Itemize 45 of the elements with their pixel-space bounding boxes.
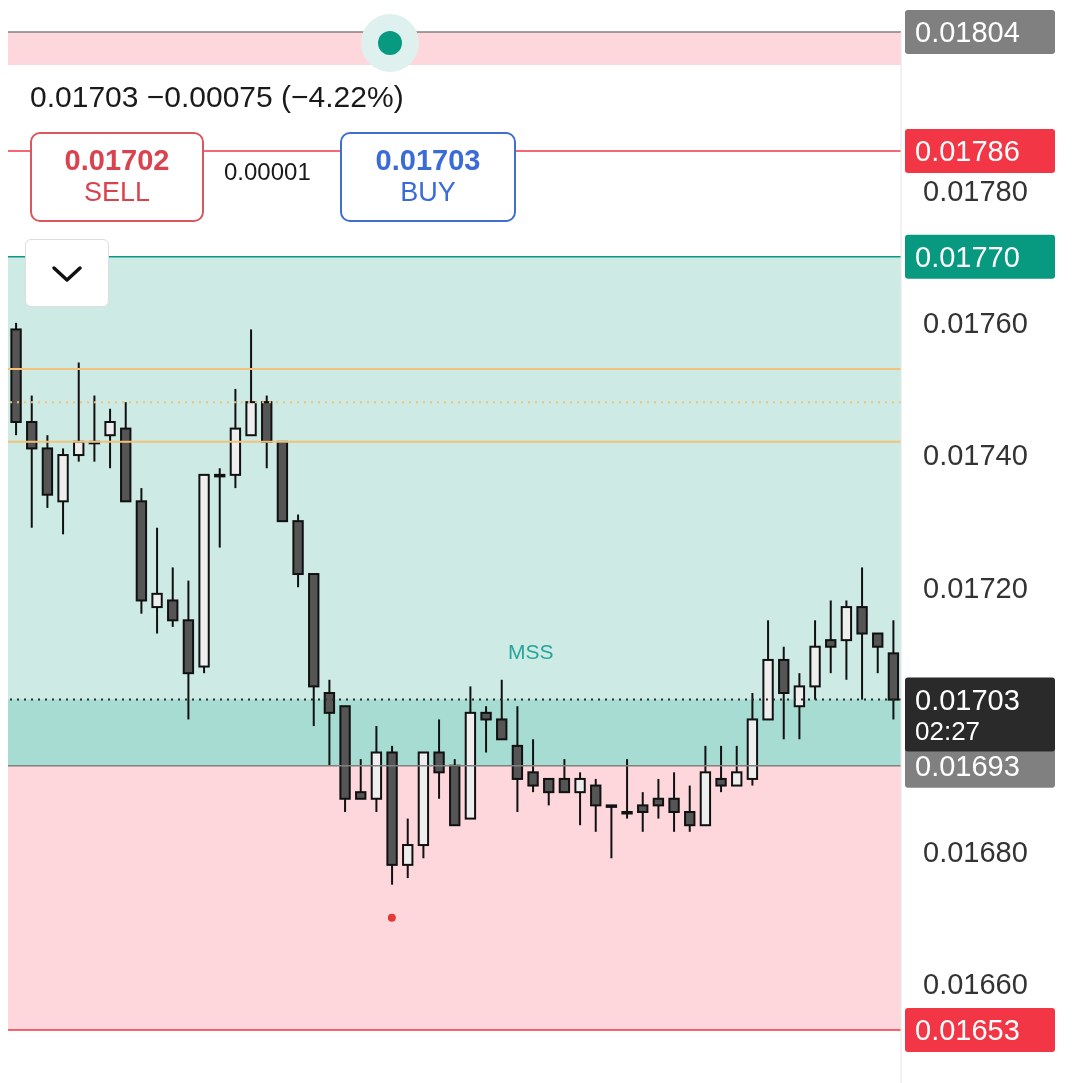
candlestick	[527, 738, 539, 794]
candlestick	[167, 566, 179, 628]
candlestick	[637, 791, 649, 833]
annotation: BUY	[399, 177, 457, 208]
candlestick	[433, 718, 445, 800]
candlestick	[731, 744, 743, 787]
candlestick	[605, 804, 618, 860]
y-tick-label: 0.01720	[923, 571, 1028, 604]
annotation: MSS	[508, 640, 554, 664]
y-tick-label: 0.01780	[923, 174, 1028, 207]
candlestick	[652, 777, 665, 820]
ref-line-label: 0.01693	[915, 749, 1020, 782]
candlestick	[872, 632, 884, 675]
candlestick	[402, 817, 414, 880]
candlestick	[793, 672, 806, 741]
candlestick	[480, 705, 492, 754]
annotation: 0.01703	[374, 144, 482, 177]
candlestick	[825, 599, 837, 675]
y-tick-label: 0.01760	[923, 307, 1028, 340]
ref-line-label: 0.01786	[915, 134, 1020, 167]
y-tick-label: 0.01680	[923, 835, 1028, 868]
annotation: SELL	[82, 177, 152, 208]
candlestick	[323, 678, 336, 767]
y-tick-label: 0.01660	[923, 968, 1028, 1001]
candlestick	[543, 777, 555, 807]
candlestick	[558, 758, 571, 794]
candlestick	[496, 678, 508, 741]
ref-line-label: 0.01703 02:27	[915, 683, 1020, 746]
candlestick	[715, 744, 727, 794]
candlestick	[590, 777, 602, 833]
candlestick	[574, 771, 586, 827]
annotation: 0.01702	[63, 144, 171, 177]
candlestick	[104, 407, 116, 470]
candlestick	[151, 526, 163, 635]
annotation: 0.01703 −0.00075 (−4.22%)	[30, 80, 404, 114]
candlestick	[214, 467, 226, 549]
ref-line-label: 0.01653	[915, 1014, 1020, 1047]
annotation: 0.00001	[224, 158, 311, 186]
y-tick-label: 0.01740	[923, 439, 1028, 472]
candlestick	[621, 758, 633, 820]
candlestick	[355, 758, 367, 800]
ref-line-label: 0.01804	[915, 16, 1020, 48]
candlestick	[668, 771, 680, 833]
ref-line-label: 0.01770	[915, 240, 1020, 273]
candlestick	[684, 784, 696, 833]
